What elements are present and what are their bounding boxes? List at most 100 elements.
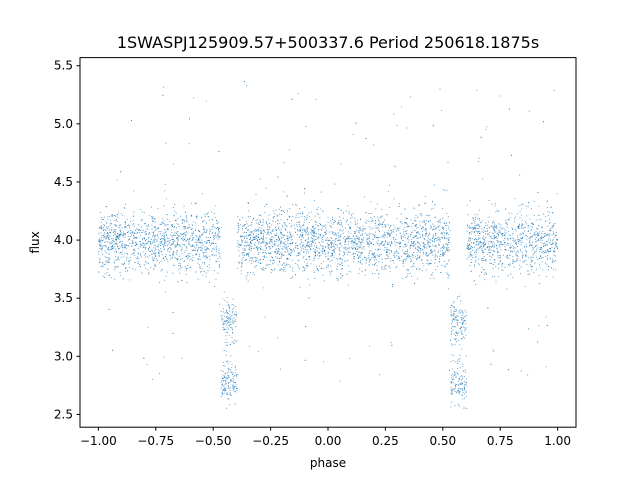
data-point <box>546 243 548 245</box>
data-point <box>98 228 100 230</box>
data-point <box>99 242 101 244</box>
data-point <box>282 266 285 269</box>
data-point <box>335 257 337 260</box>
data-point <box>553 90 555 92</box>
data-point <box>424 239 426 241</box>
data-point <box>205 275 207 278</box>
data-point <box>392 284 394 286</box>
data-point <box>540 249 542 251</box>
data-point <box>149 246 151 249</box>
data-point <box>466 226 469 228</box>
chart-title: 1SWASPJ125909.57+500337.6 Period 250618.… <box>117 33 539 52</box>
data-point <box>298 247 300 249</box>
data-point <box>136 232 138 234</box>
data-point <box>146 225 148 227</box>
data-point <box>254 238 256 240</box>
data-point <box>231 373 234 375</box>
data-point <box>393 254 395 256</box>
data-point <box>489 235 491 238</box>
data-point <box>193 221 195 223</box>
data-point <box>438 258 440 260</box>
data-point <box>172 254 174 256</box>
data-point <box>488 216 490 218</box>
data-point <box>299 234 301 236</box>
data-point <box>241 260 243 262</box>
data-point <box>284 247 286 249</box>
data-point <box>256 260 258 262</box>
data-point <box>130 220 132 222</box>
data-point <box>555 231 557 234</box>
data-point <box>156 239 158 241</box>
data-point <box>396 124 398 126</box>
data-point <box>493 229 496 232</box>
data-point <box>151 235 154 237</box>
data-point <box>321 263 323 265</box>
data-point <box>284 227 286 230</box>
data-point <box>337 263 339 265</box>
data-point <box>236 232 239 234</box>
data-point <box>356 251 358 253</box>
data-point <box>252 236 254 238</box>
data-point <box>307 238 309 240</box>
data-point <box>375 248 377 251</box>
data-point <box>542 269 544 271</box>
data-point <box>542 250 544 252</box>
data-point <box>212 237 215 239</box>
data-point <box>372 238 374 240</box>
data-point <box>480 245 482 247</box>
data-point <box>277 264 279 266</box>
data-point <box>253 243 256 246</box>
data-point <box>291 250 293 252</box>
data-point <box>188 241 190 243</box>
data-point <box>245 226 247 229</box>
data-point <box>164 242 166 244</box>
data-point <box>411 226 413 228</box>
data-point <box>102 235 105 237</box>
data-point <box>416 232 418 234</box>
data-point <box>358 227 360 229</box>
data-point <box>305 229 307 231</box>
data-point <box>383 244 385 246</box>
data-point <box>225 328 227 330</box>
data-point <box>176 223 178 225</box>
data-point <box>138 232 140 234</box>
data-point <box>323 245 325 247</box>
data-point <box>180 238 182 240</box>
data-point <box>109 249 111 251</box>
data-point <box>133 190 135 192</box>
data-point <box>535 230 537 232</box>
data-point <box>469 252 471 254</box>
data-point <box>341 259 343 261</box>
data-point <box>523 233 525 235</box>
data-point <box>303 245 305 247</box>
data-point <box>270 237 272 239</box>
data-point <box>355 236 358 238</box>
data-point <box>223 378 225 380</box>
data-point <box>360 243 362 245</box>
data-point <box>279 232 282 234</box>
data-point <box>473 239 475 241</box>
data-point <box>262 255 264 257</box>
data-point <box>110 245 112 247</box>
data-point <box>339 247 341 249</box>
data-point <box>427 242 429 244</box>
data-point <box>474 218 476 220</box>
data-point <box>250 250 252 252</box>
data-point <box>102 218 104 221</box>
data-point <box>182 237 184 239</box>
data-point <box>485 128 487 130</box>
data-point <box>541 239 543 241</box>
data-point <box>444 224 446 226</box>
data-point <box>217 272 219 274</box>
data-point <box>523 246 525 248</box>
data-point <box>436 256 438 258</box>
data-point <box>426 214 428 216</box>
data-point <box>266 233 268 235</box>
data-point <box>191 239 193 241</box>
data-point <box>422 262 424 265</box>
data-point <box>358 236 360 238</box>
data-point <box>251 221 253 223</box>
data-point <box>232 341 234 343</box>
data-point <box>314 277 316 280</box>
data-point <box>111 227 113 229</box>
